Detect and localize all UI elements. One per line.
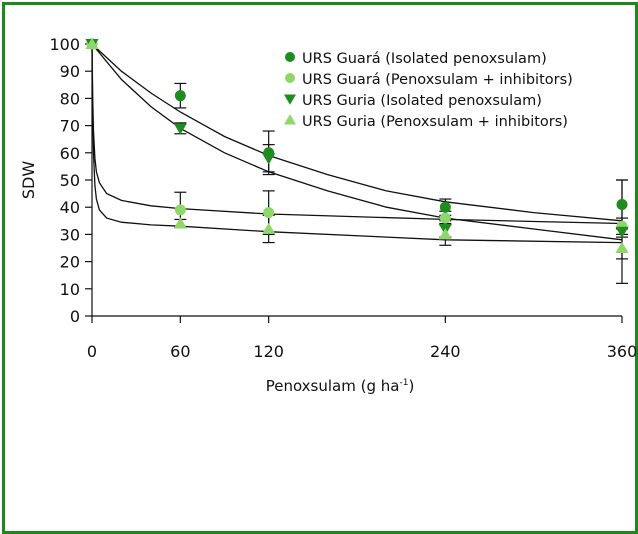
x-tick-label: 60 bbox=[170, 342, 190, 361]
data-point bbox=[173, 123, 187, 135]
x-ticks: 0 60 120 240 360 bbox=[87, 316, 637, 361]
axes: 0 10 20 30 40 50 60 70 80 90 100 0 60 120 240 360 bbox=[49, 35, 637, 361]
data-points bbox=[85, 37, 629, 253]
x-tick-label: 360 bbox=[607, 342, 638, 361]
y-tick-label: 90 bbox=[60, 62, 80, 81]
y-tick-label: 70 bbox=[60, 117, 80, 136]
data-point bbox=[615, 226, 629, 238]
data-point bbox=[616, 198, 628, 210]
data-point bbox=[174, 90, 186, 102]
data-point bbox=[439, 212, 451, 224]
y-tick-label: 40 bbox=[60, 198, 80, 217]
legend-label: URS Guará (Penoxsulam + inhibitors) bbox=[302, 72, 573, 88]
legend-item: URS Guria (Isolated penoxsulam) bbox=[284, 93, 542, 109]
y-tick-label: 100 bbox=[49, 35, 80, 54]
data-point bbox=[438, 228, 452, 240]
x-tick-label: 120 bbox=[253, 342, 284, 361]
y-tick-label: 80 bbox=[60, 89, 80, 108]
x-axis-label-end: ) bbox=[408, 377, 414, 395]
y-axis-label: SDW bbox=[19, 161, 38, 199]
x-tick-label: 240 bbox=[430, 342, 461, 361]
legend-item: URS Guará (Penoxsulam + inhibitors) bbox=[285, 72, 573, 88]
legend-label: URS Guará (Isolated penoxsulam) bbox=[302, 51, 547, 67]
legend-marker bbox=[284, 94, 296, 105]
data-point bbox=[262, 222, 276, 234]
y-ticks: 0 10 20 30 40 50 60 70 80 90 100 bbox=[49, 35, 92, 326]
data-point bbox=[173, 217, 187, 229]
data-point bbox=[615, 241, 629, 253]
fitted-curve bbox=[91, 43, 623, 225]
data-point bbox=[439, 201, 451, 213]
legend-label: URS Guria (Penoxsulam + inhibitors) bbox=[302, 114, 568, 130]
legend-marker bbox=[284, 114, 296, 125]
fitted-curve bbox=[91, 43, 623, 222]
legend-marker bbox=[285, 73, 295, 83]
x-axis-label-main: Penoxsulam (g ha bbox=[266, 377, 400, 395]
legend-item: URS Guará (Isolated penoxsulam) bbox=[285, 51, 547, 67]
legend-item: URS Guria (Penoxsulam + inhibitors) bbox=[284, 114, 568, 130]
y-tick-label: 60 bbox=[60, 144, 80, 163]
y-tick-label: 0 bbox=[70, 307, 80, 326]
x-tick-label: 0 bbox=[87, 342, 97, 361]
data-point bbox=[174, 204, 186, 216]
data-point bbox=[85, 37, 99, 49]
y-tick-label: 20 bbox=[60, 253, 80, 272]
x-axis-label-sup: -1 bbox=[399, 378, 408, 388]
y-tick-label: 10 bbox=[60, 280, 80, 299]
data-point bbox=[262, 153, 276, 165]
x-axis-label: Penoxsulam (g ha-1) bbox=[266, 377, 415, 395]
legend-marker bbox=[285, 52, 295, 62]
y-tick-label: 50 bbox=[60, 171, 80, 190]
y-tick-label: 30 bbox=[60, 225, 80, 244]
legend: URS Guará (Isolated penoxsulam) URS Guará… bbox=[284, 51, 573, 130]
legend-label: URS Guria (Isolated penoxsulam) bbox=[302, 93, 542, 109]
data-point bbox=[263, 207, 275, 219]
